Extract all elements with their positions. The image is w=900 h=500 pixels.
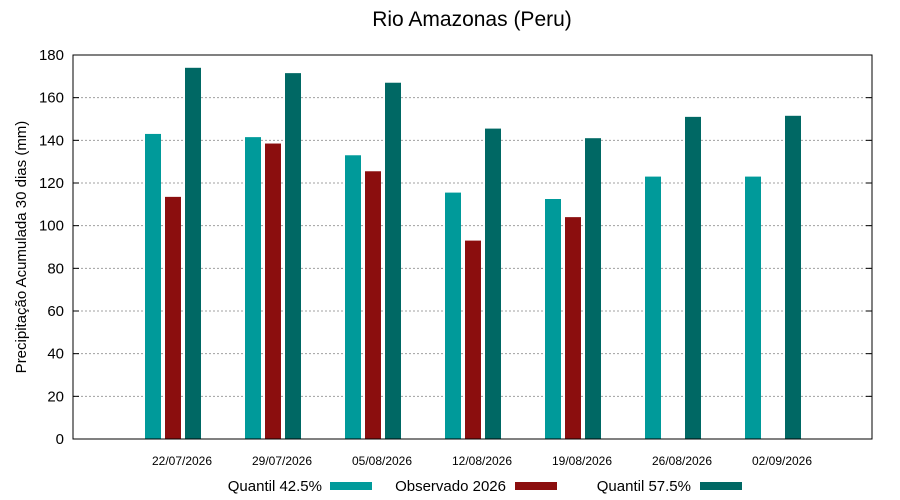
bar-quantil-42-5 bbox=[345, 155, 361, 439]
y-tick-label: 120 bbox=[39, 175, 64, 192]
x-tick-label: 05/08/2026 bbox=[352, 454, 412, 468]
x-tick-label: 26/08/2026 bbox=[652, 454, 712, 468]
bar-quantil-42-5 bbox=[445, 192, 461, 439]
y-tick-label: 180 bbox=[39, 47, 64, 64]
y-tick-label: 80 bbox=[47, 260, 64, 277]
bar-quantil-57-5 bbox=[785, 115, 801, 440]
y-tick-label: 40 bbox=[47, 346, 64, 363]
chart-title: Rio Amazonas (Peru) bbox=[372, 8, 572, 31]
legend-swatch bbox=[700, 482, 742, 490]
y-tick-labels: 0 20 40 60 80 100 120 140 160 180 bbox=[39, 47, 872, 448]
x-tick-labels: 22/07/2026 29/07/2026 05/08/2026 12/08/2026… bbox=[152, 454, 812, 468]
y-tick-label: 100 bbox=[39, 218, 64, 235]
y-axis-label: Precipitação Acumulada 30 dias (mm) bbox=[13, 121, 30, 374]
bar-observado-2026 bbox=[565, 217, 581, 439]
legend-swatch bbox=[330, 482, 372, 490]
bar-quantil-57-5 bbox=[585, 138, 601, 439]
bar-quantil-42-5 bbox=[245, 137, 261, 439]
bar-observado-2026 bbox=[465, 240, 481, 439]
bars bbox=[145, 67, 801, 440]
legend-label: Quantil 57.5% bbox=[597, 478, 691, 495]
legend: Quantil 42.5% Observado 2026 Quantil 57.5% bbox=[228, 478, 742, 495]
bar-observado-2026 bbox=[165, 196, 181, 439]
legend-label: Observado 2026 bbox=[395, 478, 506, 495]
y-tick-label: 0 bbox=[56, 431, 64, 448]
x-tick-label: 02/09/2026 bbox=[752, 454, 812, 468]
x-tick-label: 22/07/2026 bbox=[152, 454, 212, 468]
bar-quantil-42-5 bbox=[645, 176, 661, 439]
bar-observado-2026 bbox=[265, 143, 281, 440]
bar-quantil-57-5 bbox=[685, 116, 701, 439]
x-tick-label: 12/08/2026 bbox=[452, 454, 512, 468]
legend-swatch bbox=[515, 482, 557, 490]
bar-quantil-57-5 bbox=[485, 128, 501, 439]
bar-quantil-57-5 bbox=[385, 82, 401, 439]
bar-quantil-42-5 bbox=[145, 133, 161, 439]
grid-lines bbox=[73, 97, 872, 397]
y-tick-label: 140 bbox=[39, 132, 64, 149]
plot-frame bbox=[72, 54, 873, 440]
legend-label: Quantil 42.5% bbox=[228, 478, 322, 495]
bar-quantil-57-5 bbox=[185, 67, 201, 440]
x-tick-label: 29/07/2026 bbox=[252, 454, 312, 468]
x-tick-label: 19/08/2026 bbox=[552, 454, 612, 468]
y-tick-label: 20 bbox=[47, 388, 64, 405]
bar-observado-2026 bbox=[365, 171, 381, 439]
bar-quantil-42-5 bbox=[745, 176, 761, 439]
bar-quantil-57-5 bbox=[285, 73, 301, 439]
y-tick-label: 160 bbox=[39, 90, 64, 107]
y-tick-label: 60 bbox=[47, 303, 64, 320]
bar-quantil-42-5 bbox=[545, 199, 561, 439]
